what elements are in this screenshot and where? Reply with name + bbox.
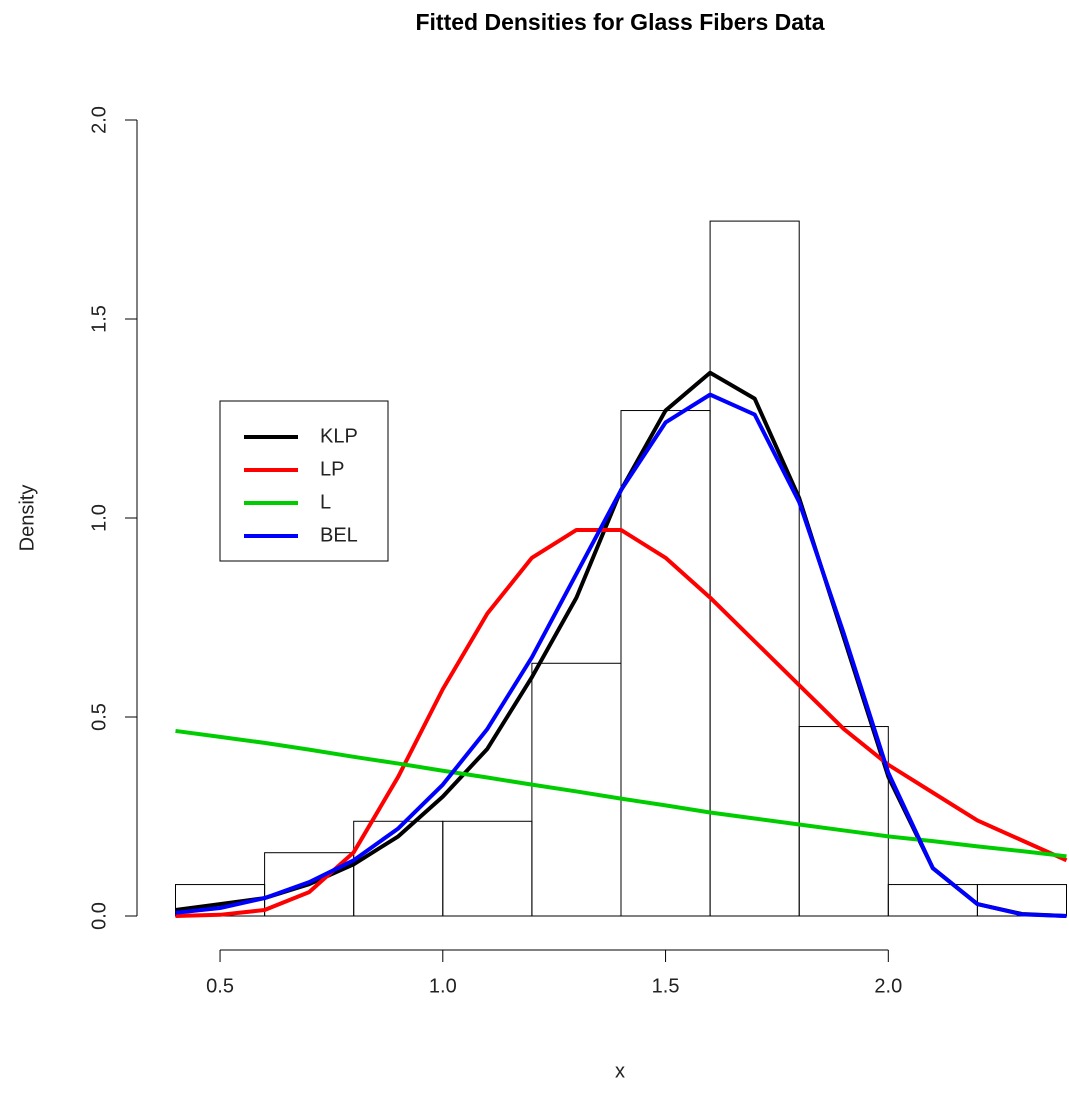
x-tick-label: 0.5	[206, 975, 234, 997]
density-curve	[175, 527, 1068, 918]
y-tick-label: 2.0	[88, 106, 110, 134]
x-axis-label: x	[615, 1060, 625, 1082]
histogram-bar	[709, 220, 800, 917]
legend-label: KLP	[320, 425, 358, 447]
legend-label: BEL	[320, 524, 358, 546]
x-tick-label: 1.5	[652, 975, 680, 997]
histogram-bar	[620, 410, 711, 917]
y-tick-label: 0.0	[88, 902, 110, 930]
x-tick-label: 2.0	[874, 975, 902, 997]
histogram-bar	[442, 820, 533, 917]
y-tick-label: 1.5	[88, 305, 110, 333]
legend-label: L	[320, 491, 331, 513]
histogram-bar	[976, 884, 1068, 917]
histogram-bar	[887, 884, 978, 917]
density-curve	[175, 392, 1067, 918]
y-axis-label: Density	[16, 485, 38, 552]
legend-label: LP	[320, 458, 344, 480]
chart-title: Fitted Densities for Glass Fibers Data	[415, 9, 824, 35]
y-tick-label: 1.0	[88, 504, 110, 532]
x-tick-label: 1.0	[429, 975, 457, 997]
y-tick-label: 0.5	[88, 703, 110, 731]
